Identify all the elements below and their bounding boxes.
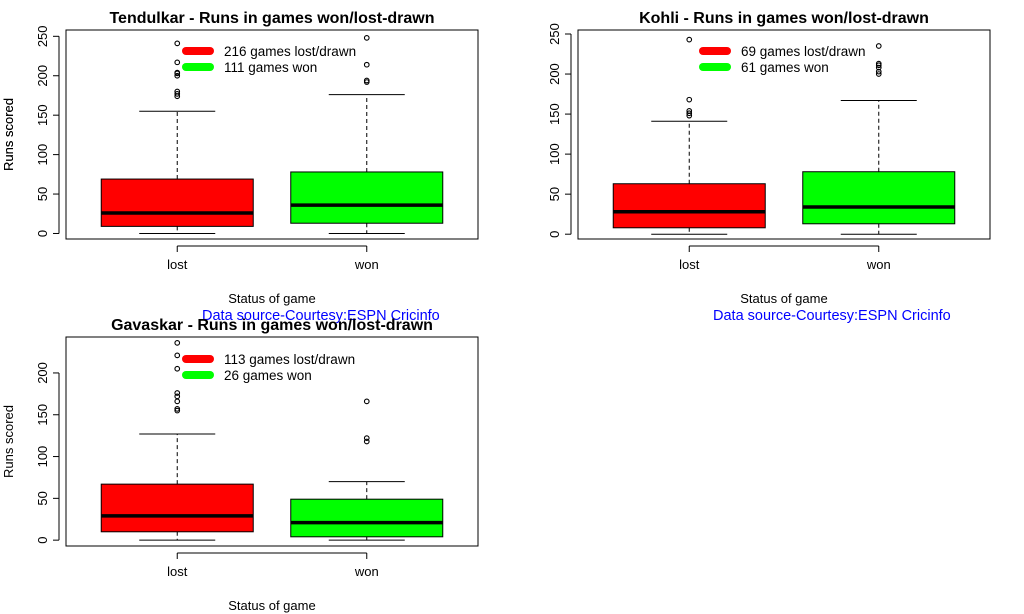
- data-source-note: Data source-Courtesy:ESPN Cricinfo: [713, 308, 951, 324]
- outlier-point: [174, 40, 181, 47]
- y-tick-label: 200: [547, 63, 562, 85]
- legend-label-lost: 69 games lost/drawn: [741, 44, 866, 59]
- outlier-point: [363, 438, 370, 445]
- outlier-point: [686, 108, 693, 114]
- outlier-point: [174, 352, 181, 359]
- outlier-point: [686, 110, 693, 117]
- y-tick-label: 150: [35, 104, 50, 126]
- outlier-point: [363, 398, 370, 405]
- outlier-point: [875, 43, 882, 49]
- x-tick-label-won: won: [354, 257, 379, 272]
- x-tick-label-lost: lost: [167, 257, 188, 272]
- y-tick-label: 0: [547, 231, 562, 238]
- y-tick-label: 250: [547, 23, 562, 45]
- outlier-point: [875, 60, 882, 67]
- legend-label-won: 61 games won: [741, 60, 829, 75]
- outlier-point: [174, 340, 181, 346]
- outlier-point: [174, 406, 181, 412]
- box-lost: [100, 340, 254, 541]
- y-tick-label: 50: [35, 187, 50, 201]
- outlier-point: [686, 96, 693, 103]
- box-body: [100, 483, 254, 533]
- box-won: [290, 398, 444, 541]
- x-tick-label-won: won: [866, 257, 891, 272]
- y-tick-label: 150: [547, 103, 562, 125]
- y-tick-label: 50: [35, 491, 50, 505]
- outlier-point: [174, 393, 181, 400]
- y-axis-label: Runs scored: [1, 98, 16, 171]
- y-tick-label: 100: [547, 143, 562, 165]
- box-body: [100, 178, 254, 227]
- chart-panel-2: Kohli - Runs in games won/lost-drawn 0 50 1…: [1, 10, 991, 324]
- y-axis-label: Runs scored: [1, 405, 16, 478]
- outlier-point: [363, 435, 370, 442]
- x-tick-label-lost: lost: [167, 564, 188, 579]
- box-won: [290, 35, 444, 234]
- box-lost: [100, 40, 254, 234]
- y-tick-label: 0: [35, 230, 50, 237]
- outlier-point: [174, 91, 181, 97]
- outlier-point: [174, 365, 181, 372]
- plot-frame: [65, 336, 479, 547]
- legend-label-won: 111 games won: [224, 60, 317, 75]
- y-tick-label: 200: [35, 362, 50, 384]
- outlier-point: [875, 64, 882, 71]
- y-tick-label: 200: [35, 65, 50, 87]
- chart-title: Kohli - Runs in games won/lost-drawn: [639, 10, 929, 27]
- data-source-note: Data source-Courtesy:ESPN Cricinfo: [202, 308, 440, 324]
- outlier-point: [875, 71, 882, 77]
- x-axis-label: Status of game: [228, 598, 315, 613]
- legend-label-won: 26 games won: [224, 368, 312, 383]
- legend-label-lost: 216 games lost/drawn: [224, 44, 356, 59]
- outlier-point: [363, 61, 370, 68]
- plot-frame: [577, 29, 991, 240]
- x-tick-label-won: won: [354, 564, 379, 579]
- outlier-point: [174, 59, 181, 66]
- y-tick-label: 100: [35, 446, 50, 468]
- box-body: [802, 171, 956, 225]
- outlier-point: [174, 390, 181, 396]
- y-tick-label: 50: [547, 187, 562, 201]
- outlier-point: [686, 36, 693, 43]
- x-axis-label: Status of game: [740, 291, 827, 306]
- y-tick-label: 150: [35, 404, 50, 426]
- y-tick-label: 0: [35, 537, 50, 544]
- box-won: [802, 43, 956, 235]
- chart-panel-3: Gavaskar - Runs in games won/lost-drawn 0…: [1, 317, 479, 613]
- box-lost: [612, 36, 766, 235]
- chart-panel-1: Tendulkar - Runs in games won/lost-drawn…: [1, 10, 479, 324]
- y-tick-label: 250: [35, 25, 50, 47]
- outlier-point: [174, 69, 181, 76]
- outlier-point: [174, 88, 181, 95]
- y-axis-label: Runs scored: [1, 98, 16, 171]
- outlier-point: [174, 72, 181, 79]
- chart-title: Gavaskar - Runs in games won/lost-drawn: [111, 317, 433, 334]
- outlier-point: [875, 68, 882, 75]
- box-body: [290, 171, 444, 224]
- box-body: [612, 183, 766, 229]
- x-axis-label: Status of game: [228, 291, 315, 306]
- outlier-point: [174, 398, 181, 405]
- outlier-point: [363, 35, 370, 41]
- legend-label-lost: 113 games lost/drawn: [224, 352, 355, 367]
- box-body: [290, 498, 444, 538]
- x-tick-label-lost: lost: [679, 257, 700, 272]
- chart-title: Tendulkar - Runs in games won/lost-drawn: [109, 10, 434, 27]
- outlier-point: [363, 77, 370, 84]
- y-tick-label: 100: [35, 144, 50, 166]
- plot-frame: [65, 29, 479, 240]
